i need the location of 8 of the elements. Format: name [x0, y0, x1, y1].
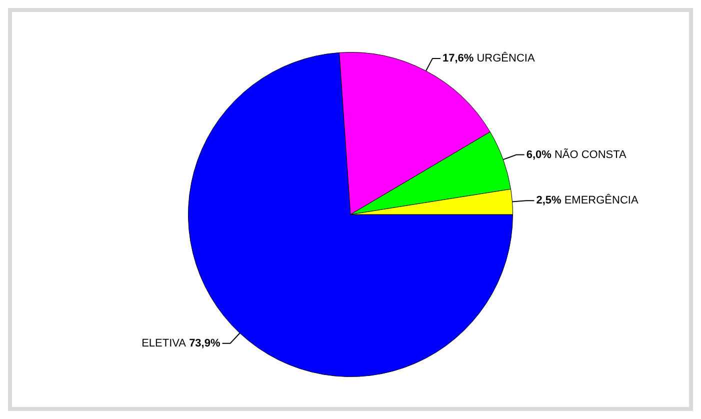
slice-label: NÃO CONSTA	[551, 148, 628, 161]
slice-label: ELETIVA	[142, 337, 188, 350]
data-label: 6,0%	[526, 148, 552, 161]
data-label: 2,5%	[536, 194, 562, 207]
data-label: 17,6%	[442, 52, 474, 65]
slice-label: EMERGÊNCIA	[561, 194, 639, 207]
slice-label: URGÊNCIA	[474, 52, 536, 65]
data-label: 73,9%	[189, 337, 220, 350]
